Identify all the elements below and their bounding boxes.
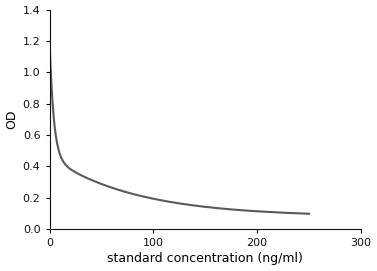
X-axis label: standard concentration (ng/ml): standard concentration (ng/ml) xyxy=(107,253,303,265)
Y-axis label: OD: OD xyxy=(6,110,18,129)
